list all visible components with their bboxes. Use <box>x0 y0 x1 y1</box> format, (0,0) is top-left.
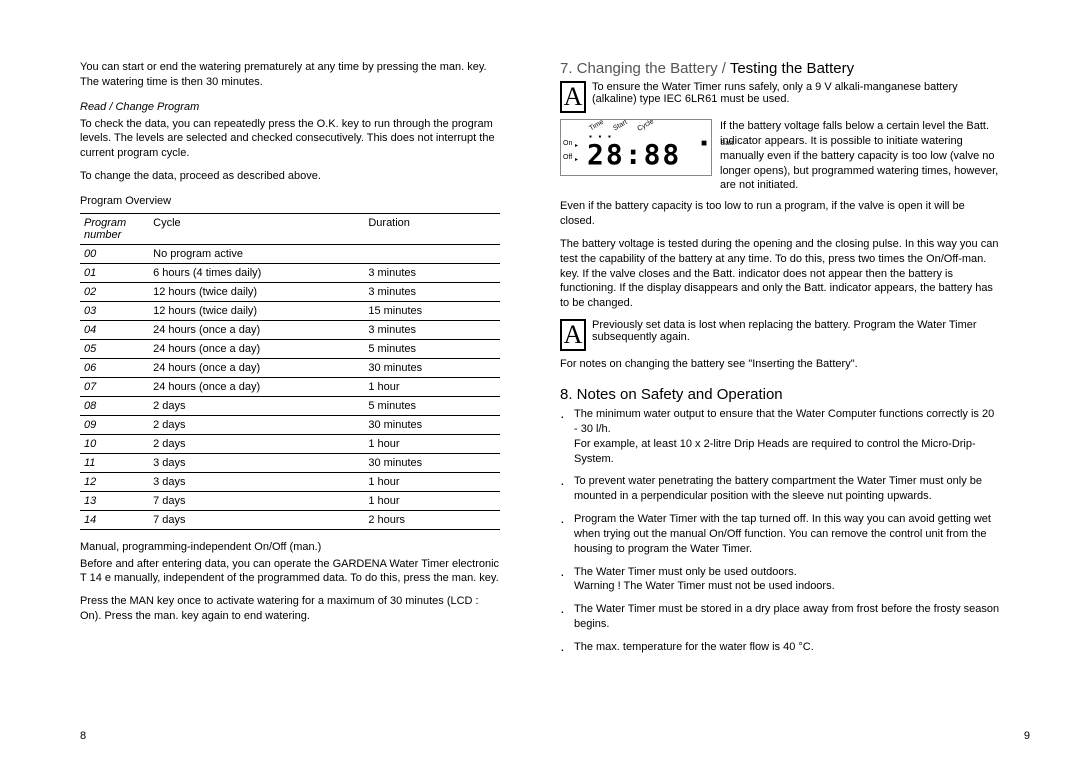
table-row: 0624 hours (once a day)30 minutes <box>80 358 500 377</box>
right-page: 7. Changing the Battery / Testing the Ba… <box>560 60 1000 663</box>
th-duration: Duration <box>368 213 500 244</box>
list-item: The max. temperature for the water flow … <box>560 640 1000 655</box>
table-row: 082 days5 minutes <box>80 396 500 415</box>
table-row: 00No program active <box>80 244 500 263</box>
table-row: 0724 hours (once a day)1 hour <box>80 377 500 396</box>
manual-heading: Manual, programming-independent On/Off (… <box>80 540 500 555</box>
list-item: To prevent water penetrating the battery… <box>560 474 1000 504</box>
sec7-bold: Testing the Battery <box>730 60 854 77</box>
manual-p2: Press the MAN key once to activate water… <box>80 594 500 624</box>
list-item: The minimum water output to ensure that … <box>560 407 1000 466</box>
read-change-p2: To change the data, proceed as described… <box>80 169 500 184</box>
lcd-display: Time Start Cycle Batt. On Off ▪ ▪ ▪ ■ ▸ … <box>560 119 712 176</box>
batt-p1: Even if the battery capacity is too low … <box>560 199 1000 229</box>
program-overview-label: Program Overview <box>80 194 500 209</box>
read-change-p1: To check the data, you can repeatedly pr… <box>80 117 500 162</box>
batt-p2: The battery voltage is tested during the… <box>560 237 1000 311</box>
table-row: 137 days1 hour <box>80 491 500 510</box>
program-table: Program number Cycle Duration 00No progr… <box>80 213 500 530</box>
table-row: 147 days2 hours <box>80 510 500 529</box>
page-num-left: 8 <box>80 730 86 742</box>
warn1-text: To ensure the Water Timer runs safely, o… <box>592 81 1000 105</box>
table-row: 123 days1 hour <box>80 472 500 491</box>
th-num: Program number <box>80 213 153 244</box>
table-row: 016 hours (4 times daily)3 minutes <box>80 263 500 282</box>
lcd-side-text: If the battery voltage falls below a cer… <box>720 119 1000 193</box>
warning-icon: A <box>560 81 586 113</box>
safety-notes-list: The minimum water output to ensure that … <box>560 407 1000 655</box>
read-change-heading: Read / Change Program <box>80 100 500 115</box>
table-row: 0312 hours (twice daily)15 minutes <box>80 301 500 320</box>
list-item: Program the Water Timer with the tap tur… <box>560 512 1000 557</box>
table-row: 0424 hours (once a day)3 minutes <box>80 320 500 339</box>
sec7-heading: 7. Changing the Battery / Testing the Ba… <box>560 60 1000 77</box>
th-cycle: Cycle <box>153 213 368 244</box>
table-row: 102 days1 hour <box>80 434 500 453</box>
batt-p3: For notes on changing the battery see "I… <box>560 357 1000 372</box>
lcd-digits: 28:88 <box>587 138 681 171</box>
table-row: 0524 hours (once a day)5 minutes <box>80 339 500 358</box>
list-item: The Water Timer must only be used outdoo… <box>560 565 1000 595</box>
warn2-text: Previously set data is lost when replaci… <box>592 319 1000 343</box>
table-row: 0212 hours (twice daily)3 minutes <box>80 282 500 301</box>
table-row: 113 days30 minutes <box>80 453 500 472</box>
sec8-heading: 8. Notes on Safety and Operation <box>560 386 1000 403</box>
left-page: You can start or end the watering premat… <box>80 60 500 663</box>
warning-icon: A <box>560 319 586 351</box>
page-num-right: 9 <box>1024 730 1030 742</box>
sec7-gray: 7. Changing the Battery / <box>560 60 730 77</box>
table-row: 092 days30 minutes <box>80 415 500 434</box>
intro-text: You can start or end the watering premat… <box>80 60 500 90</box>
manual-p1: Before and after entering data, you can … <box>80 557 500 587</box>
list-item: The Water Timer must be stored in a dry … <box>560 602 1000 632</box>
